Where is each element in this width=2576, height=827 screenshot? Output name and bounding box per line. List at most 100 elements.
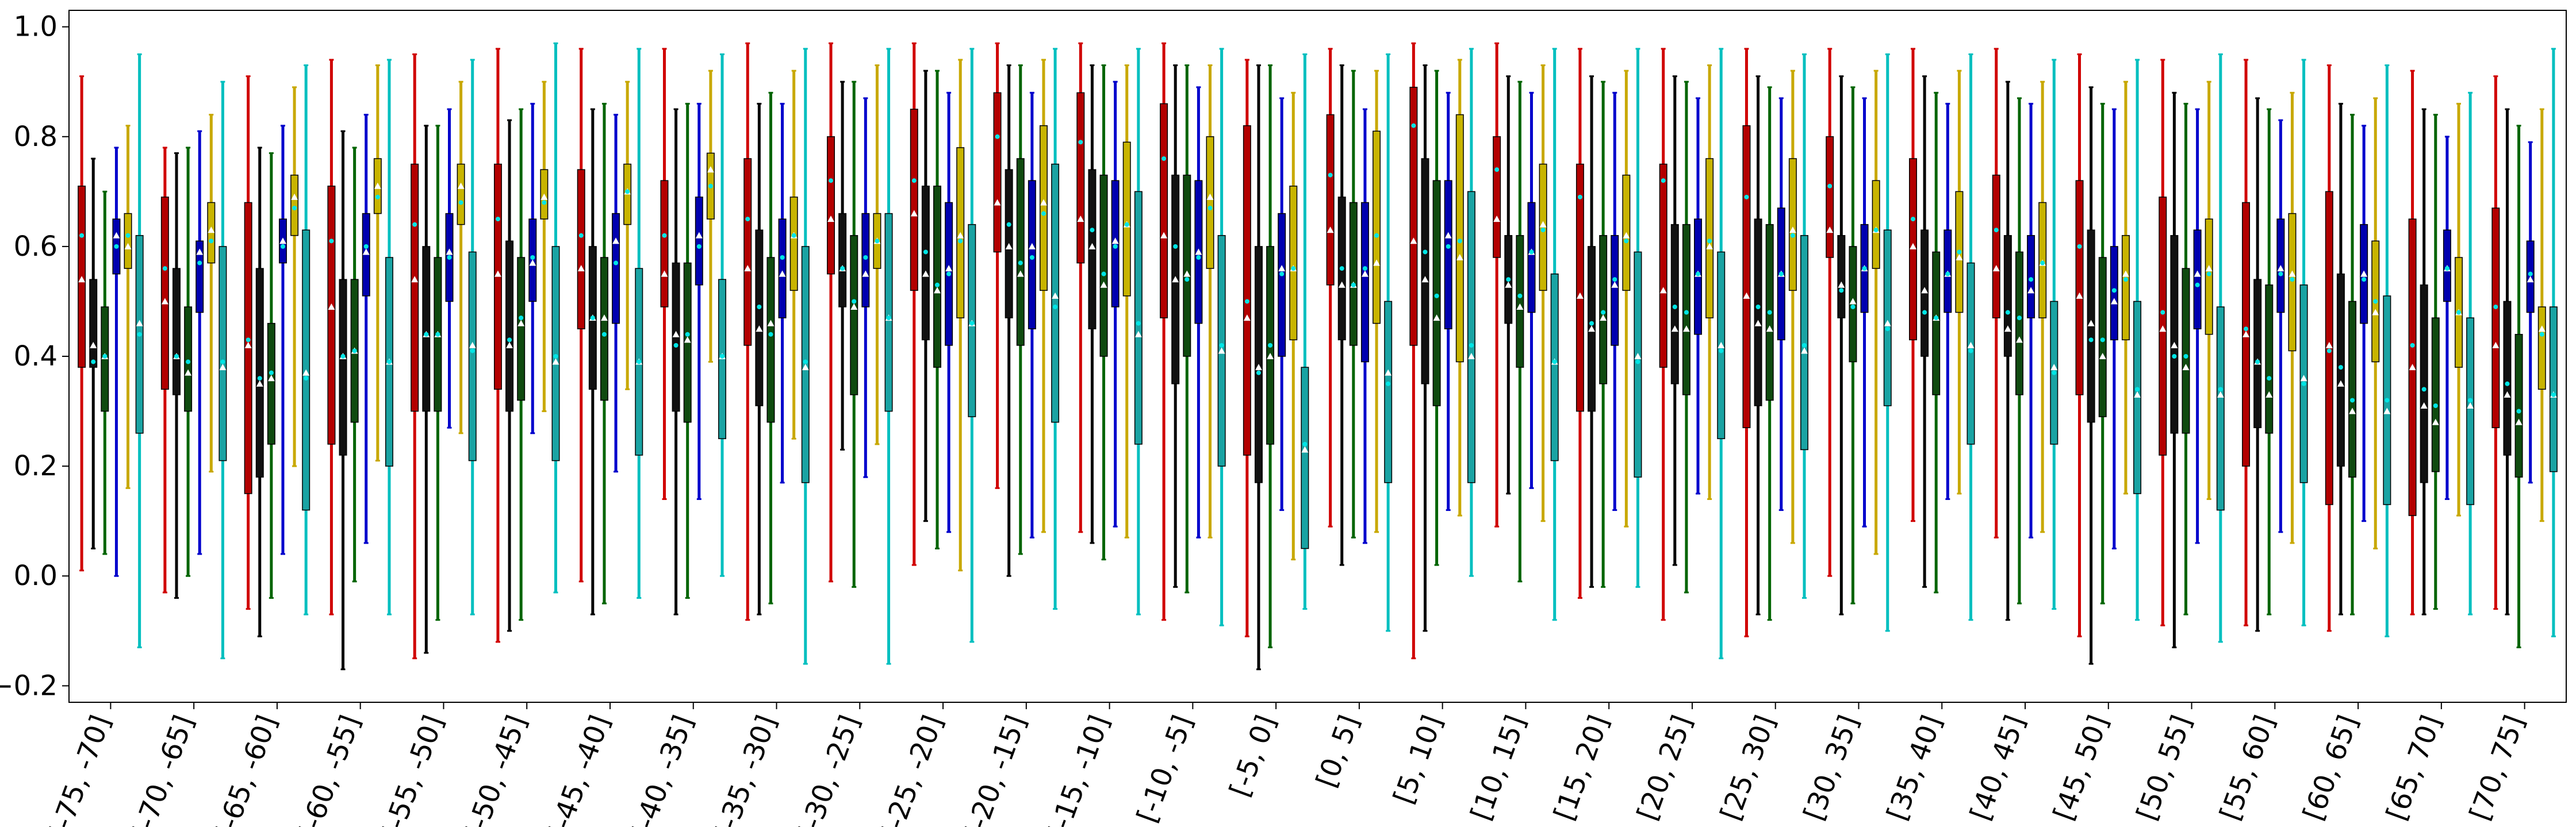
box-series-1-cat-18 (1588, 75, 1596, 588)
box-series-1-cat-5 (505, 119, 514, 632)
mean-marker (2195, 282, 2200, 287)
box-series-5-cat-6 (635, 48, 643, 599)
mean-marker (363, 244, 369, 249)
mean-marker (578, 233, 584, 238)
box-series-0-cat-1 (160, 147, 169, 594)
median-marker (2504, 391, 2511, 398)
mean-marker (1351, 282, 1356, 287)
box-series-2-cat-11 (1016, 64, 1025, 555)
box-series-5-cat-5 (551, 42, 560, 594)
box-iqr (1550, 273, 1559, 461)
median-marker (2099, 353, 2106, 359)
box-series-4-cat-7 (706, 70, 715, 363)
mean-marker (1922, 310, 1927, 315)
median-marker (695, 232, 703, 239)
mean-marker (2421, 387, 2426, 392)
median-marker (2277, 265, 2284, 272)
box-series-2-cat-17 (1516, 80, 1524, 583)
box-series-4-cat-5 (540, 80, 549, 413)
box-iqr (2027, 235, 2035, 318)
box-iqr (1467, 191, 1475, 483)
box-iqr (743, 158, 752, 346)
box-series-2-cat-12 (1099, 64, 1108, 561)
mean-marker (2088, 337, 2094, 343)
median-marker (1255, 364, 1262, 371)
mean-marker (780, 255, 785, 260)
box-series-1-cat-8 (755, 102, 764, 616)
mean-marker (840, 266, 845, 271)
median-marker (1433, 314, 1440, 321)
median-marker (577, 265, 585, 272)
median-marker (2360, 270, 2368, 277)
box-iqr (2003, 235, 2012, 357)
box-series-4-cat-11 (1039, 59, 1048, 533)
box-series-2-cat-0 (101, 190, 109, 555)
x-tick-label: [-30, -25] (792, 711, 866, 827)
box-iqr (2336, 273, 2345, 467)
mean-marker (2326, 348, 2332, 353)
box-series-2-cat-19 (1682, 80, 1690, 594)
mean-marker (946, 271, 952, 276)
box-series-4-cat-2 (290, 86, 299, 467)
box-series-5-cat-3 (385, 59, 393, 616)
mean-marker (269, 370, 274, 375)
box-iqr (1409, 87, 1418, 346)
median-marker (136, 320, 143, 326)
box-iqr (1800, 235, 1808, 451)
box-iqr (1421, 158, 1429, 384)
mean-marker (1113, 244, 1118, 249)
median-marker (2171, 341, 2178, 348)
box-series-0-cat-17 (1493, 42, 1501, 528)
mean-marker (1934, 316, 1939, 321)
box-series-1-cat-0 (89, 157, 98, 549)
y-axis: −0.2 0.0 0.2 0.4 0.6 0.8 1.0 (0, 11, 69, 702)
mean-marker (2278, 271, 2283, 276)
median-marker (161, 298, 168, 305)
median-marker (124, 243, 132, 249)
mean-marker (1945, 271, 1950, 276)
x-tick-label: [-55, -50] (375, 711, 450, 827)
box-series-5-cat-1 (218, 80, 227, 660)
box-iqr (255, 268, 264, 478)
box-series-3-cat-8 (778, 102, 787, 484)
box-series-0-cat-24 (2075, 53, 2084, 637)
box-series-0-cat-5 (493, 48, 502, 643)
median-marker (994, 199, 1001, 206)
box-series-3-cat-11 (1028, 91, 1036, 538)
median-marker (744, 265, 752, 272)
mean-marker (1552, 359, 1557, 364)
box-series-0-cat-8 (743, 42, 752, 621)
median-marker (1195, 248, 1202, 255)
mean-marker (2183, 354, 2188, 359)
median-marker (457, 182, 465, 189)
median-marker (1444, 232, 1452, 239)
median-marker (2134, 391, 2141, 398)
median-marker (1327, 226, 1334, 233)
box-series-5-cat-19 (1717, 48, 1726, 660)
median-marker (933, 287, 941, 294)
box-iqr (1527, 202, 1536, 313)
box-iqr (1016, 158, 1025, 346)
box-series-4-cat-9 (873, 64, 881, 445)
median-marker (2467, 402, 2474, 409)
median-marker (1838, 281, 1845, 288)
box-series-5-cat-20 (1800, 53, 1808, 599)
mean-marker (829, 178, 834, 183)
mean-marker (1744, 194, 1749, 199)
median-marker (1826, 226, 1834, 233)
median-marker (767, 320, 775, 326)
median-marker (2288, 270, 2296, 277)
median-marker (1005, 243, 1013, 249)
box-series-0-cat-0 (78, 75, 86, 572)
mean-marker (1268, 343, 1273, 348)
median-marker (2527, 276, 2534, 283)
mean-marker (375, 194, 380, 199)
x-tick-label: [5, 10] (1387, 711, 1449, 808)
mean-marker (934, 282, 940, 287)
box-series-5-cat-7 (718, 53, 726, 577)
x-tick-label: [-35, -30] (708, 711, 783, 827)
median-marker (113, 232, 120, 239)
mean-marker (1302, 441, 1308, 447)
median-marker (1921, 287, 1929, 294)
median-marker (945, 265, 953, 272)
